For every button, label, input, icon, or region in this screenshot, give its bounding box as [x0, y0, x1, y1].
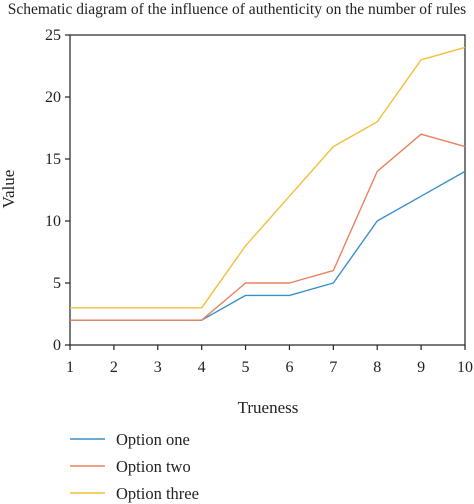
x-tick-label: 4 [198, 359, 206, 376]
x-tick-label: 8 [373, 359, 381, 376]
series-line-3 [70, 46, 466, 309]
y-tick-label: 20 [45, 89, 61, 106]
x-axis-title: Trueness [238, 398, 299, 417]
series-group [70, 46, 466, 321]
y-tick-label: 10 [45, 213, 61, 230]
x-tick-label: 5 [242, 359, 250, 376]
y-tick-label: 15 [45, 151, 61, 168]
x-tick-label: 3 [154, 359, 162, 376]
x-tick-label: 2 [110, 359, 118, 376]
legend: Option one Option two Option three [70, 430, 199, 503]
y-tick-label: 25 [45, 27, 61, 44]
y-tick-label: 0 [53, 337, 61, 354]
legend-label-3: Option three [116, 484, 199, 503]
x-tick-label: 9 [417, 359, 425, 376]
series-line-2 [70, 133, 466, 321]
x-tick-label: 6 [285, 359, 293, 376]
x-tick-label: 1 [66, 359, 74, 376]
y-tick-label: 5 [53, 275, 61, 292]
series-line-1 [70, 170, 466, 321]
legend-label-2: Option two [116, 457, 191, 476]
y-axis-title: Value [0, 170, 18, 209]
chart-title: Schematic diagram of the influence of au… [8, 1, 466, 18]
x-tick-label: 7 [329, 359, 337, 376]
axes: 0 5 10 15 20 25 1 2 3 4 5 6 7 8 9 10 [45, 27, 473, 376]
plot-frame [69, 34, 466, 346]
x-tick-label: 10 [457, 359, 473, 376]
legend-label-1: Option one [116, 430, 190, 449]
